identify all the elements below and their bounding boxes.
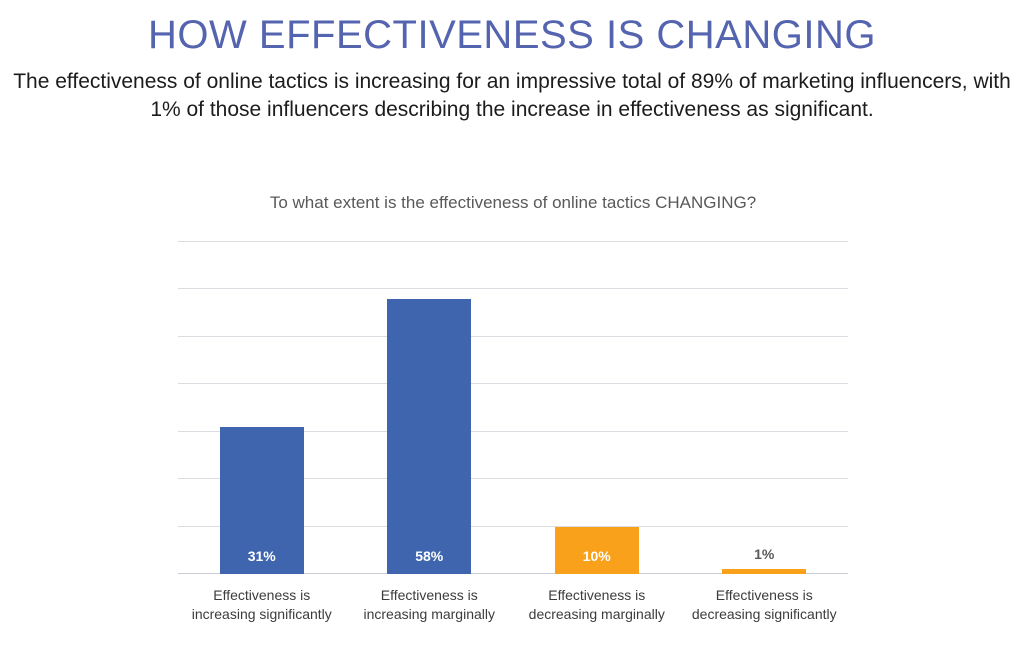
- data-label-3: 10%: [582, 548, 611, 564]
- page-subtitle: The effectiveness of online tactics is i…: [13, 70, 1011, 122]
- gridline: [178, 288, 848, 290]
- chart-bar-1: 31%: [219, 426, 304, 574]
- x-axis-line: [178, 573, 848, 574]
- category-axis: Effectiveness is increasing significantl…: [178, 586, 848, 624]
- plot-area: 31% 58% 10% 1%: [178, 241, 848, 574]
- chart-bar-4: 1%: [722, 546, 807, 574]
- data-label-2: 58%: [415, 548, 444, 564]
- gridline: [178, 525, 848, 527]
- chart-bar-3: 10%: [554, 526, 639, 574]
- bar-column-2: 58%: [346, 242, 514, 574]
- data-label-1: 31%: [247, 548, 276, 564]
- bar-column-3: 10%: [513, 242, 681, 574]
- gridline: [178, 241, 848, 242]
- gridline: [178, 335, 848, 337]
- gridline: [178, 478, 848, 480]
- bars-layer: 31% 58% 10% 1%: [178, 242, 848, 574]
- bar-chart: To what extent is the effectiveness of o…: [178, 193, 848, 624]
- category-label-1: Effectiveness is increasing significantl…: [191, 587, 332, 622]
- data-label-4: 1%: [754, 546, 775, 563]
- bar-column-4: 1%: [681, 242, 849, 574]
- gridline: [178, 383, 848, 385]
- category-label-4: Effectiveness is decreasing significantl…: [691, 587, 837, 622]
- gridline: [178, 430, 848, 432]
- category-label-3: Effectiveness is decreasing marginally: [528, 587, 665, 622]
- page-title: HOW EFFECTIVENESS IS CHANGING: [148, 13, 876, 57]
- category-label-2: Effectiveness is increasing marginally: [363, 587, 495, 622]
- chart-bar-2: 58%: [387, 298, 472, 574]
- chart-title: To what extent is the effectiveness of o…: [269, 193, 757, 212]
- bar-column-1: 31%: [178, 242, 346, 574]
